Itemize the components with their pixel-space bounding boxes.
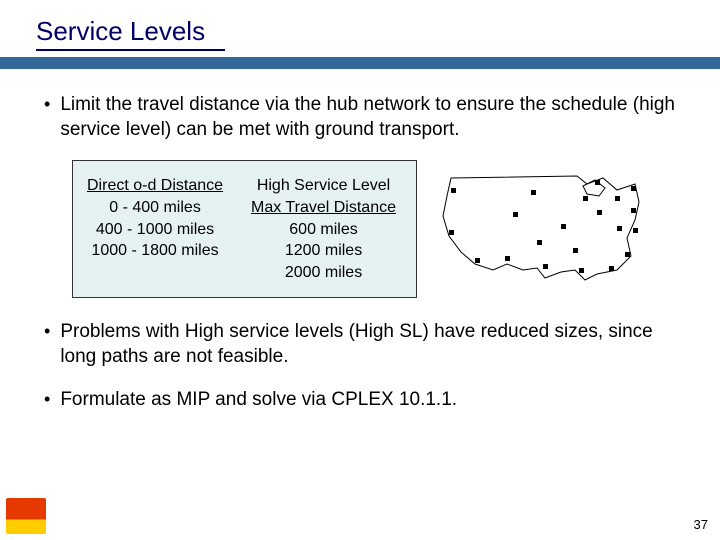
col2-header-line2: Max Travel Distance	[251, 197, 396, 219]
bullet-3: • Formulate as MIP and solve via CPLEX 1…	[36, 388, 684, 413]
map-marker	[617, 226, 622, 231]
map-marker	[505, 256, 510, 261]
map-marker	[573, 248, 578, 253]
table-col-maxtravel: High Service Level Max Travel Distance 6…	[251, 175, 396, 283]
map-marker	[633, 228, 638, 233]
bullet-mark: •	[44, 93, 50, 142]
map-marker	[451, 188, 456, 193]
col2-row1: 600 miles	[251, 219, 396, 241]
map-marker	[513, 212, 518, 217]
table-col-distance: Direct o-d Distance 0 - 400 miles 400 - …	[87, 175, 223, 283]
col2-row3: 2000 miles	[251, 262, 396, 284]
col1-row1: 0 - 400 miles	[87, 197, 223, 219]
map-marker	[449, 230, 454, 235]
us-map-outline	[427, 160, 647, 290]
slide-title: Service Levels	[36, 16, 225, 51]
map-marker	[597, 210, 602, 215]
page-number: 37	[694, 517, 708, 532]
map-marker	[475, 258, 480, 263]
bullet-2: • Problems with High service levels (Hig…	[36, 320, 684, 369]
university-logo	[6, 498, 46, 534]
map-marker	[561, 224, 566, 229]
map-marker	[609, 266, 614, 271]
col1-header: Direct o-d Distance	[87, 175, 223, 197]
col1-row2: 400 - 1000 miles	[87, 219, 223, 241]
map-marker	[583, 196, 588, 201]
map-marker	[615, 196, 620, 201]
bullet-1: • Limit the travel distance via the hub …	[36, 93, 684, 142]
map-marker	[537, 240, 542, 245]
content-area: • Limit the travel distance via the hub …	[0, 69, 720, 412]
map-marker	[543, 264, 548, 269]
us-map	[427, 160, 647, 290]
footer: 37	[0, 494, 720, 540]
bullet-3-text: Formulate as MIP and solve via CPLEX 10.…	[60, 388, 684, 413]
map-marker	[625, 252, 630, 257]
bullet-mark: •	[44, 388, 50, 413]
bullet-mark: •	[44, 320, 50, 369]
map-marker	[595, 180, 600, 185]
col2-row2: 1200 miles	[251, 240, 396, 262]
map-marker	[631, 186, 636, 191]
col1-row3: 1000 - 1800 miles	[87, 240, 223, 262]
service-level-table: Direct o-d Distance 0 - 400 miles 400 - …	[72, 160, 417, 298]
map-marker	[531, 190, 536, 195]
map-marker	[579, 268, 584, 273]
col2-header-line1: High Service Level	[251, 175, 396, 197]
bullet-2-text: Problems with High service levels (High …	[60, 320, 684, 369]
title-underline-bar	[0, 57, 720, 69]
map-marker	[631, 208, 636, 213]
bullet-1-text: Limit the travel distance via the hub ne…	[60, 93, 684, 142]
